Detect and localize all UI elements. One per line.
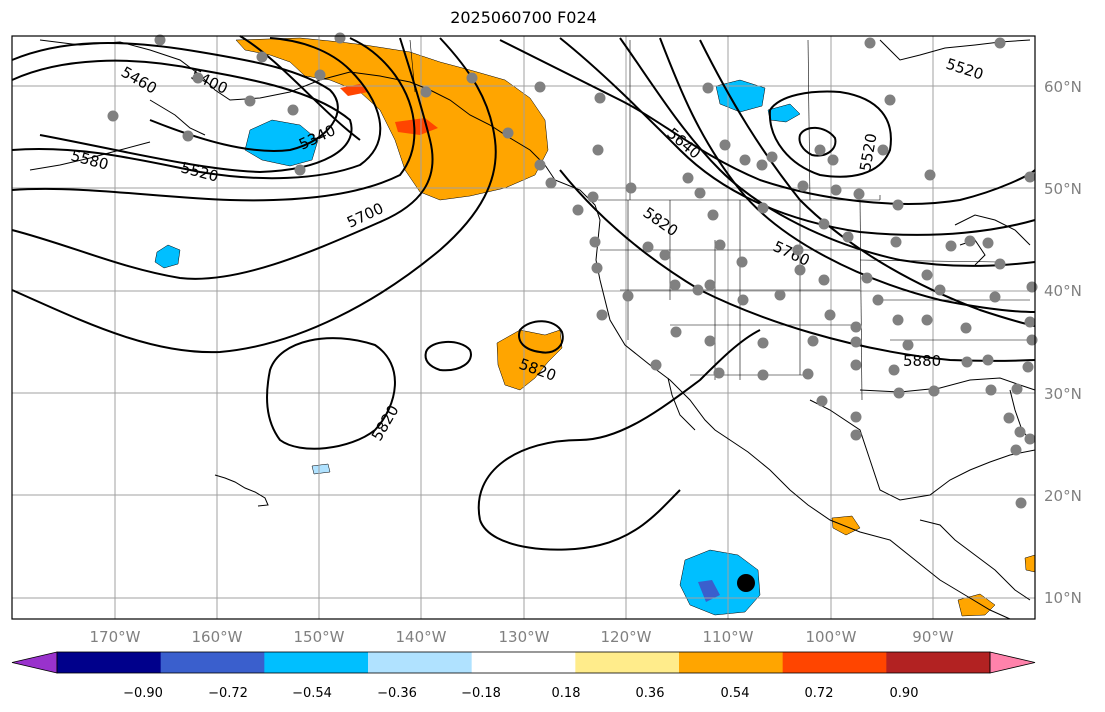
colorbar-segment <box>471 652 576 673</box>
colorbar-frame <box>56 651 991 674</box>
colorbar-tick-label: −0.18 <box>461 686 501 701</box>
colorbar-tick-label: 0.18 <box>552 686 581 701</box>
colorbar-segment <box>160 652 265 673</box>
height-contours <box>11 35 1036 551</box>
tropical-storm-marker <box>737 574 755 592</box>
lon-label: 160°W <box>192 628 243 646</box>
lon-label: 140°W <box>396 628 447 646</box>
station-markers <box>107 32 1038 509</box>
colorbar-tick-label: 0.36 <box>636 686 665 701</box>
negative-field-area <box>244 119 319 167</box>
colorbar-segment <box>679 652 784 673</box>
colorbar-segments <box>11 651 1036 674</box>
lat-label: 60°N <box>1044 78 1082 96</box>
colorbar-tick-labels: −0.90 −0.72 −0.54 −0.36 −0.18 0.18 0.36 … <box>123 686 918 701</box>
lon-label: 110°W <box>703 628 754 646</box>
colorbar-tick-label: 0.54 <box>721 686 750 701</box>
longitude-labels: 170°W 160°W 150°W 140°W 130°W 120°W 110°… <box>90 628 954 646</box>
colorbar-segment <box>368 652 473 673</box>
lon-label: 90°W <box>912 628 954 646</box>
colorbar-tick-label: 0.90 <box>890 686 919 701</box>
lon-label: 100°W <box>806 628 857 646</box>
lat-label: 50°N <box>1044 180 1082 198</box>
lat-label: 30°N <box>1044 385 1082 403</box>
lon-label: 130°W <box>499 628 550 646</box>
lat-label: 10°N <box>1044 589 1082 607</box>
colorbar-segment <box>264 652 369 673</box>
hawaii <box>214 474 269 507</box>
map-frame <box>11 35 1036 620</box>
colorbar-tick-label: −0.90 <box>123 686 163 701</box>
west-coast <box>544 164 1011 620</box>
colorbar-segment <box>886 652 991 673</box>
lon-label: 150°W <box>294 628 345 646</box>
lat-label: 40°N <box>1044 282 1082 300</box>
state-borders <box>409 39 1035 401</box>
map-panel: 5400 5460 5580 5520 5340 5700 5640 5520 … <box>11 32 1038 620</box>
gridlines <box>12 36 1035 619</box>
colorbar-tick-label: −0.72 <box>208 686 248 701</box>
lon-label: 120°W <box>601 628 652 646</box>
colorbar-tick-label: −0.36 <box>377 686 417 701</box>
lat-label: 20°N <box>1044 487 1082 505</box>
colorbar-segment <box>575 652 680 673</box>
colorbar-segment <box>782 652 887 673</box>
map-title: 2025060700 F024 <box>450 8 597 27</box>
colorbar-tick-label: −0.54 <box>292 686 332 701</box>
colorbar-extend-low <box>11 651 58 674</box>
colorbar-extend-high <box>989 651 1036 674</box>
colorbar-segment <box>57 652 162 673</box>
lon-label: 170°W <box>90 628 141 646</box>
contour-label: 5880 <box>903 352 941 370</box>
colorbar-tick-label: 0.72 <box>805 686 834 701</box>
gulf-coast <box>809 399 1036 501</box>
latitude-labels: 10°N 20°N 30°N 40°N 50°N 60°N <box>1044 78 1082 607</box>
colorbar: −0.90 −0.72 −0.54 −0.36 −0.18 0.18 0.36 … <box>11 651 1036 701</box>
